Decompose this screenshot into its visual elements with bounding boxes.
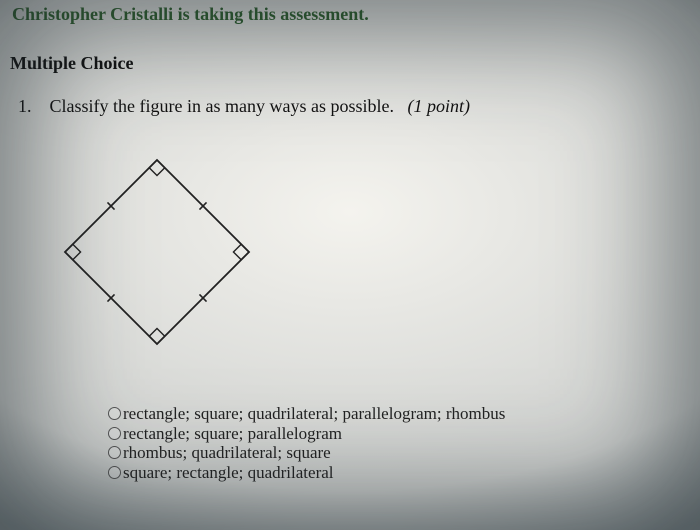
question-line: 1. Classify the figure in as many ways a… — [0, 74, 700, 117]
radio-icon[interactable] — [108, 466, 121, 479]
choice-a[interactable]: rectangle; square; quadrilateral; parall… — [108, 404, 700, 424]
question-text: Classify the figure in as many ways as p… — [50, 96, 394, 116]
choice-label: rhombus; quadrilateral; square — [123, 443, 331, 463]
radio-icon[interactable] — [108, 407, 121, 420]
choice-c[interactable]: rhombus; quadrilateral; square — [108, 443, 700, 463]
choice-label: rectangle; square; parallelogram — [123, 424, 342, 444]
section-title: Multiple Choice — [0, 25, 700, 74]
choice-label: square; rectangle; quadrilateral — [123, 463, 334, 483]
question-points: (1 point) — [407, 96, 470, 116]
choice-b[interactable]: rectangle; square; parallelogram — [108, 424, 700, 444]
radio-icon[interactable] — [108, 427, 121, 440]
choice-d[interactable]: square; rectangle; quadrilateral — [108, 463, 700, 483]
figure-container — [0, 117, 700, 382]
header-text: Christopher Cristalli is taking this ass… — [12, 4, 369, 24]
radio-icon[interactable] — [108, 446, 121, 459]
answer-choices: rectangle; square; quadrilateral; parall… — [0, 382, 700, 482]
geometry-figure — [32, 127, 292, 377]
assessment-header: Christopher Cristalli is taking this ass… — [0, 0, 700, 25]
choice-label: rectangle; square; quadrilateral; parall… — [123, 404, 505, 424]
question-number: 1. — [18, 96, 32, 116]
